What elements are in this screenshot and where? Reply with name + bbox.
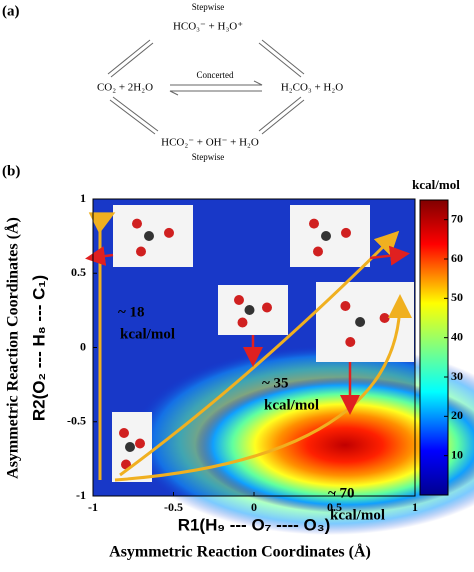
atom <box>379 313 390 323</box>
x-tick-label: 0 <box>251 500 257 514</box>
x-axis-label: R1(H₉ --- O₇ ---- O₃) <box>178 515 331 534</box>
colorbar-tick-label: 40 <box>451 329 463 343</box>
red-arrow <box>369 245 410 266</box>
atom <box>313 246 323 257</box>
atom <box>355 317 366 327</box>
atom <box>132 218 142 229</box>
annotation: ~ 35 <box>262 375 289 391</box>
arrows <box>107 39 305 135</box>
atom <box>340 301 351 311</box>
y-tick-label: -0.5 <box>67 414 86 428</box>
atom <box>164 227 174 238</box>
atom <box>136 246 146 257</box>
atom <box>262 302 272 313</box>
x-tick-label: -0.5 <box>164 500 183 514</box>
panel-a: (a) Stepwise HCO₃⁻ + H₃O⁺ CO₂ + 2H₂O Con… <box>2 2 343 162</box>
panel-label: (b) <box>2 163 20 179</box>
label: Stepwise <box>192 152 225 162</box>
x-axis-label-2: Asymmetric Reaction Coordinates (Å) <box>109 543 371 561</box>
colorbar <box>419 199 449 496</box>
atom <box>237 317 248 328</box>
atom <box>135 438 145 449</box>
path-arrow <box>114 294 412 482</box>
colorbar-tick-label: 20 <box>451 408 463 422</box>
y-axis-label: R2(O₂ --- H₈ --- C₁) <box>29 275 48 421</box>
species: H₂CO₃ + H₂O <box>281 82 343 94</box>
label: Concerted <box>197 70 234 80</box>
atom <box>345 337 356 347</box>
atom <box>321 231 331 241</box>
x-tick-label: -1 <box>88 500 98 514</box>
annotation: kcal/mol <box>120 326 175 342</box>
y-tick-label: 1 <box>80 191 86 205</box>
y-tick-label: -1 <box>76 488 86 502</box>
panel-label: (a) <box>2 3 20 19</box>
atom <box>119 428 129 438</box>
colorbar-title: kcal/mol <box>412 177 460 192</box>
atom <box>125 442 135 452</box>
atom <box>244 305 255 315</box>
label: Stepwise <box>192 2 225 12</box>
species: CO₂ + 2H₂O <box>97 82 153 94</box>
colorbar-tick-label: 60 <box>451 251 463 265</box>
x-tick-label: 1 <box>412 500 418 514</box>
colorbar-tick-label: 30 <box>451 369 463 383</box>
annotation: kcal/mol <box>330 507 385 523</box>
annotation: kcal/mol <box>264 397 319 413</box>
annotation: ~ 70 <box>328 485 355 501</box>
heatmap-peak <box>195 377 474 513</box>
atom <box>234 295 244 305</box>
species: HCO₃⁻ + H₃O⁺ <box>173 21 243 33</box>
path-arrow <box>88 212 116 480</box>
atom <box>309 218 319 229</box>
x-tick-label: 0.5 <box>327 500 342 514</box>
y-axis-label-2: Asymmetric Reaction Coordinates (Å) <box>4 217 22 479</box>
colorbar-tick-label: 10 <box>451 447 463 461</box>
red-arrow <box>85 246 114 266</box>
atom <box>144 231 154 241</box>
y-tick-label: 0 <box>80 339 86 353</box>
y-tick-label: 0.5 <box>71 265 86 279</box>
atom <box>341 227 351 238</box>
colorbar-tick-label: 70 <box>451 211 463 225</box>
colorbar-tick-label: 50 <box>451 290 463 304</box>
species: HCO₂⁻ + OH⁻ + H₂O <box>161 137 259 149</box>
path-arrow <box>119 230 400 477</box>
annotation: ~ 18 <box>118 304 145 320</box>
